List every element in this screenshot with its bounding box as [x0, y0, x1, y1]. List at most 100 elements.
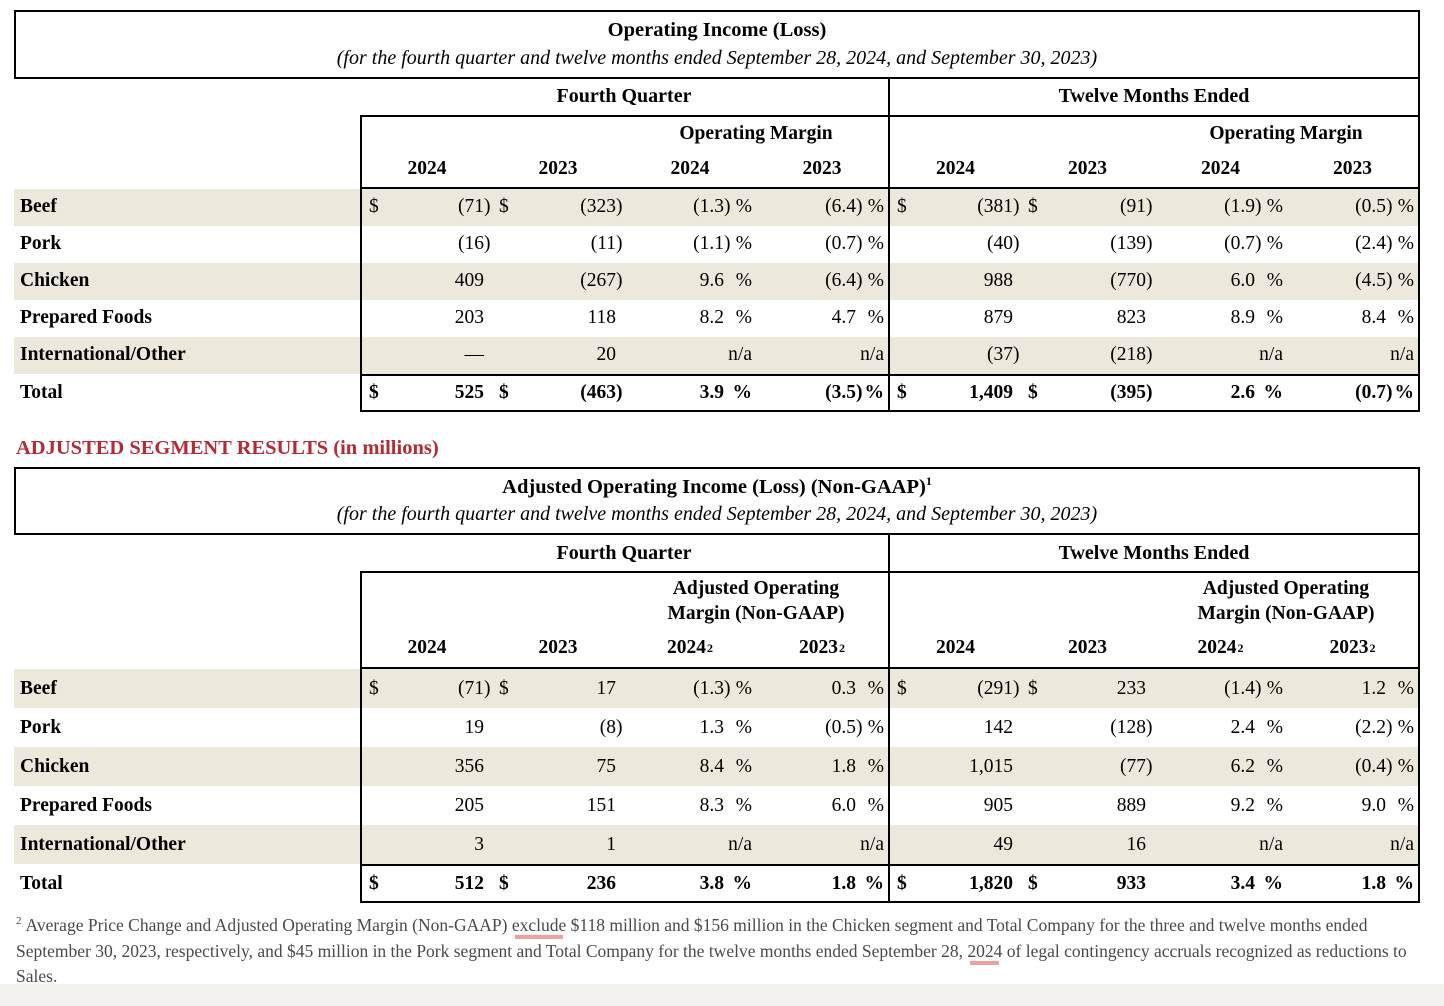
margin-cell: (0.5)%	[825, 716, 884, 738]
margin-cell: 9.0%	[1287, 786, 1420, 825]
year-header: 2024	[624, 152, 756, 189]
year-header: 2023	[1021, 629, 1154, 669]
table2-title-sup: 1	[925, 473, 932, 488]
adjusted-operating-income-table: Fourth Quarter Twelve Months Ended Adjuste…	[14, 535, 1444, 903]
segment-label: Chicken	[14, 747, 360, 786]
value-cell: 1,015	[888, 747, 1021, 786]
segment-label: International/Other	[14, 336, 360, 374]
value-cell: $1,409	[888, 373, 1021, 412]
year-header-row: 2024 2023 2024 2023 2024 2023 2024 2023	[14, 151, 1420, 189]
margin-cell: 1.8%	[1287, 864, 1420, 903]
margin-cell: (0.7)%	[1287, 373, 1420, 412]
spacer-cell	[888, 571, 1154, 629]
footnote: 2 Average Price Change and Adjusted Opera…	[16, 913, 1418, 990]
window-bottom-edge	[0, 984, 1444, 1006]
margin-cell: 8.4%	[624, 747, 756, 786]
margin-cell: 0.3%	[756, 669, 888, 708]
group-header-fourth-quarter: Fourth Quarter	[556, 85, 692, 107]
value-cell: (37)	[888, 336, 1021, 374]
margin-cell: n/a	[624, 336, 756, 374]
footnote-segment: $118 million and $156 million in the Chi…	[16, 915, 1368, 961]
total-row: Total $512 $236 3.8% 1.8% $1,820 $933 3.4% 1.8%	[14, 864, 1420, 903]
margin-cell: 1.3%	[699, 716, 752, 738]
year-header: 2023	[756, 152, 888, 189]
margin-cell: (1.3)%	[624, 188, 756, 226]
table1-subtitle: (for the fourth quarter and twelve month…	[336, 46, 1098, 69]
spacer-cell	[888, 114, 1154, 152]
margin-cell: (4.5)%	[1287, 262, 1420, 300]
value-cell: 75	[492, 747, 624, 786]
margin-cell: 9.2%	[1230, 794, 1283, 816]
year-header: 2023	[492, 629, 624, 669]
value-cell: (8)	[599, 716, 623, 738]
margin-cell: (2.2)%	[1287, 708, 1420, 747]
value-cell: $1,820	[888, 864, 1021, 903]
value-cell: 356	[360, 747, 492, 786]
value-cell: $ (463)	[492, 373, 624, 412]
margin-header: Adjusted Operating Margin (Non-GAAP)	[1154, 571, 1420, 629]
table2-title: Adjusted Operating Income (Loss) (Non-GA…	[502, 473, 932, 498]
table2-subtitle: (for the fourth quarter and twelve month…	[336, 503, 1098, 525]
table1-title-box: Operating Income (Loss) (for the fourth …	[14, 10, 1420, 79]
margin-cell: 1.8%	[756, 864, 888, 903]
value-cell: $ (381)	[888, 188, 1021, 226]
margin-cell: n/a	[756, 336, 888, 374]
segment-label: Prepared Foods	[20, 307, 152, 328]
margin-cell: 1.2%	[1287, 669, 1420, 708]
label-col-spacer	[14, 535, 360, 571]
margin-header-row: Operating Margin Operating Margin	[14, 114, 1420, 152]
table-row: International/Other 3 1 n/a n/a 49 16 n/a n/a	[14, 825, 1420, 864]
value-cell: $ (395)	[1021, 373, 1154, 412]
value-cell: 203	[360, 299, 492, 337]
footnote-segment: Average Price Change and Adjusted Operat…	[25, 915, 512, 935]
year-header-row: 2024 2023 2024 2 2023 2 2024 2023 2024 2 2023 2	[14, 629, 1420, 669]
value-cell: 905	[888, 786, 1021, 825]
value-cell: (128)	[1110, 716, 1153, 738]
margin-cell: n/a	[756, 825, 888, 864]
value-cell: 823	[1116, 307, 1146, 328]
margin-cell: (0.4)%	[1287, 747, 1420, 786]
value-cell: 3	[360, 825, 492, 864]
margin-cell: 3.9%	[624, 373, 756, 412]
value-cell: 889	[1116, 794, 1146, 816]
value-cell: 409	[360, 262, 492, 300]
segment-label: Prepared Foods	[20, 794, 152, 816]
spacer-cell	[360, 571, 624, 629]
table-row: Prepared Foods 203 118 8.2% 4.7% 879 823 8.9% 8.…	[14, 299, 1420, 337]
table1-title: Operating Income (Loss)	[607, 18, 827, 41]
value-cell: $ (91)	[1021, 188, 1154, 226]
value-cell: $233	[1021, 669, 1154, 708]
value-cell: 142	[888, 708, 1021, 747]
margin-cell: 6.0%	[1154, 262, 1287, 300]
year-header: 2024	[888, 629, 1021, 669]
year-header: 2023	[1021, 152, 1154, 189]
segment-label: Pork	[20, 716, 62, 738]
group-header-twelve-months: Twelve Months Ended	[888, 535, 1420, 571]
value-cell: 988	[888, 262, 1021, 300]
value-cell: 1	[492, 825, 624, 864]
value-cell: $ (71)	[360, 669, 492, 708]
table-row: Chicken 356 75 8.4% 1.8% 1,015 (77) 6.2% (0.4)%	[14, 747, 1420, 786]
label-col-spacer	[14, 152, 360, 189]
segment-label: Beef	[14, 188, 360, 226]
margin-cell: 8.4%	[1287, 299, 1420, 337]
value-cell: $933	[1021, 864, 1154, 903]
total-row: Total $525 $ (463) 3.9% (3.5)% $1,409 $ (395) 2.6…	[14, 373, 1420, 412]
margin-cell: 2.6%	[1154, 373, 1287, 412]
section-heading: ADJUSTED SEGMENT RESULTS (in millions)	[16, 436, 439, 459]
label-col-spacer	[14, 115, 360, 152]
margin-cell: n/a	[1154, 825, 1287, 864]
value-cell: 19	[360, 708, 492, 747]
value-cell: $525	[360, 373, 492, 412]
margin-cell: (0.7)%	[1224, 233, 1283, 254]
value-cell: (770)	[1021, 262, 1154, 300]
label-col-spacer	[14, 79, 360, 115]
segment-label: Pork	[20, 233, 62, 254]
year-header: 2024	[888, 151, 1021, 189]
operating-income-table: Fourth Quarter Twelve Months Ended Operati…	[14, 78, 1444, 412]
margin-cell: (0.5)%	[1287, 188, 1420, 226]
margin-cell: 6.2%	[1154, 747, 1287, 786]
margin-cell: 8.9%	[1230, 307, 1283, 328]
year-header: 2024	[1154, 152, 1287, 189]
table2-title-box: Adjusted Operating Income (Loss) (Non-GA…	[14, 466, 1420, 535]
